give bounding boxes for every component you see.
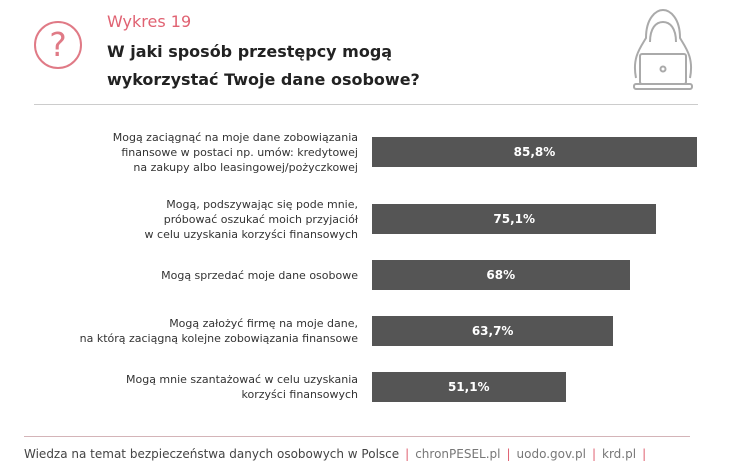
category-label-line: korzyści finansowych (241, 388, 358, 401)
category-label-line: próbować oszukać moich przyjaciół (163, 212, 358, 226)
category-label: Mogą mnie szantażować w celu uzyskania ko… (38, 372, 358, 402)
link-krd[interactable]: krd.pl (602, 447, 637, 461)
category-label-line: Mogą sprzedać moje dane osobowe (161, 268, 358, 282)
title-line: W jaki sposób przestępcy mogą (107, 42, 393, 61)
category-label: Mogą sprzedać moje dane osobowe (38, 268, 358, 283)
divider (24, 436, 690, 437)
data-label: 68% (486, 268, 516, 282)
category-label-line: na którą zaciągną kolejne zobowiązania f… (79, 332, 358, 345)
footer-text: Wiedza na temat bezpieczeństwa danych os… (24, 447, 400, 461)
category-label-line: Mogą, podszywając się pode mnie, (166, 197, 358, 211)
bar: 75,1% (372, 204, 657, 234)
separator: | (642, 447, 647, 461)
bar: 51,1% (372, 372, 566, 402)
data-label: 63,7% (471, 324, 514, 338)
category-label-line: finansowe w postaci np. umów: kredytowej (121, 145, 358, 159)
question-icon: ? (34, 21, 82, 69)
hacker-laptop-icon (633, 8, 693, 90)
bar: 68% (372, 260, 630, 290)
category-label: Mogą założyć firmę na moje dane, na którą… (38, 316, 358, 346)
category-label-line: na zakupy albo leasingowej/pożyczkowej (133, 160, 358, 174)
bar: 85,8% (372, 137, 697, 167)
divider (34, 104, 698, 105)
category-label-line: Mogą mnie szantażować w celu uzyskania (125, 373, 358, 386)
separator: | (405, 447, 410, 461)
separator: | (506, 447, 511, 461)
link-uodo[interactable]: uodo.gov.pl (516, 447, 586, 461)
page-title: W jaki sposób przestępcy mogą wykorzystać… (107, 38, 420, 94)
category-label: Mogą, podszywając się pode mnie, próbować… (38, 197, 358, 242)
link-chronpesel[interactable]: chronPESEL.pl (415, 447, 501, 461)
category-label-line: Mogą zaciągnąć na moje dane zobowiązania (112, 130, 358, 144)
category-label: Mogą zaciągnąć na moje dane zobowiązania… (38, 130, 358, 175)
chart-number: Wykres 19 (107, 12, 192, 31)
data-label: 75,1% (493, 212, 536, 226)
bar: 63,7% (372, 316, 614, 346)
category-label-line: w celu uzyskania korzyści finansowych (144, 227, 358, 241)
data-label: 85,8% (513, 145, 556, 159)
footer: Wiedza na temat bezpieczeństwa danych os… (24, 447, 652, 461)
data-label: 51,1% (447, 380, 490, 394)
separator: | (591, 447, 596, 461)
title-line: wykorzystać Twoje dane osobowe? (107, 70, 420, 89)
category-label-line: Mogą założyć firmę na moje dane, (169, 317, 358, 330)
